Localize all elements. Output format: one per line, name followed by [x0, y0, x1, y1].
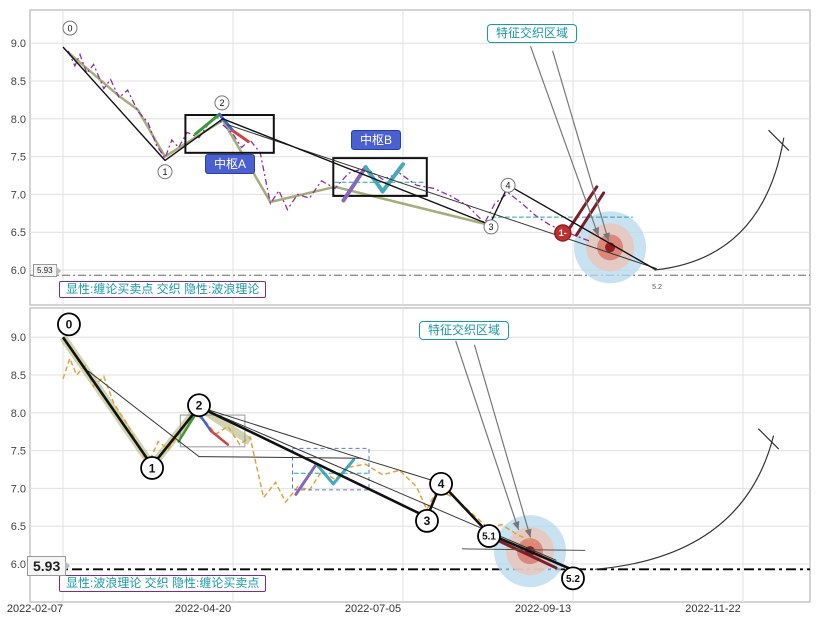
svg-text:4: 4 [438, 477, 445, 491]
pivot-a-label: 中枢A [205, 154, 256, 174]
y-tick-label: 6.5 [11, 227, 26, 239]
projection-curve-tick [768, 129, 790, 151]
y-tick-label: 7.5 [11, 446, 26, 458]
y-tick-label: 7.0 [11, 189, 26, 201]
svg-text:1-: 1- [559, 228, 567, 238]
ref-level-tag-bottom: 5.93 [27, 556, 67, 576]
projection-curve-tick [757, 428, 780, 450]
cross-region-label-top: 特征交织区域 [487, 24, 578, 43]
y-tick-label: 7.5 [11, 152, 26, 164]
svg-text:1: 1 [162, 167, 167, 177]
cross-region-label-bottom: 特征交织区域 [419, 321, 510, 340]
pivot-zone-box [184, 114, 275, 154]
wave-point-4: 4 [500, 177, 516, 193]
wave-band [67, 51, 489, 226]
ref-level-tag-top: 5.93 [33, 264, 57, 277]
svg-text:3: 3 [489, 222, 494, 232]
annotation-arrowhead [592, 226, 600, 236]
projection-curve [595, 435, 775, 570]
annotation-arrow [529, 46, 600, 237]
svg-text:5.1: 5.1 [482, 532, 496, 543]
y-tick-label: 8.5 [11, 76, 26, 88]
legend-top: 显性:缠论买卖点 交织 隐性:波浪理论 [59, 281, 267, 298]
top-chart-panel: 9.0 8.5 8.0 7.5 7.0 6.5 6.0 0 1 2 3 4 5.2 1- [11, 9, 811, 306]
x-axis-label: 2022-04-20 [174, 603, 232, 615]
wave-point-1: 1 [140, 456, 164, 480]
annotation-arrow [455, 340, 520, 531]
annotation-segment [380, 162, 405, 194]
y-tick-label: 6.0 [11, 265, 26, 277]
x-axis-label: 2022-07-05 [344, 603, 402, 615]
pivot-b-label: 中枢B [351, 130, 402, 150]
x-axis-label: 2022-09-13 [514, 603, 572, 615]
wave-point-3: 3 [483, 219, 499, 235]
y-tick-label: 6.0 [11, 559, 26, 571]
annotation-segment [495, 538, 558, 570]
annotation-segment [231, 129, 250, 143]
legend-bottom: 显性:波浪理论 交织 隐性:缠论买卖点 [59, 575, 267, 592]
wave-point-5.2: 5.2 [652, 284, 662, 291]
annotation-arrowhead [512, 521, 520, 530]
svg-text:2: 2 [219, 98, 224, 108]
annotation-segment [217, 112, 235, 133]
annotation-arrowhead [602, 232, 610, 242]
price-line [67, 50, 591, 242]
wave-point-5.1: 5.1 [477, 524, 501, 548]
annotation-segment [566, 185, 599, 233]
annotation-segment [331, 458, 356, 486]
annotation-segment [314, 462, 335, 486]
x-axis-label: 2022-02-07 [6, 603, 64, 615]
svg-text:5.2: 5.2 [566, 574, 580, 585]
sell-point-badge: 1- [554, 224, 572, 242]
svg-text:0: 0 [67, 23, 72, 33]
bottom-chart-panel: 9.0 8.5 8.0 7.5 7.0 6.5 6.0 0 1 2 3 4 5.1 5.2 [11, 307, 811, 603]
annotation-segment [88, 370, 200, 458]
y-tick-label: 7.0 [11, 483, 26, 495]
wave-point-0: 0 [62, 20, 78, 36]
svg-text:5.2: 5.2 [652, 284, 662, 291]
y-tick-label: 8.0 [11, 408, 26, 420]
annotation-segment [198, 456, 361, 459]
annotation-segment [341, 165, 368, 203]
pivot-zone-box [332, 157, 428, 197]
y-tick-label: 9.0 [11, 332, 26, 344]
annotation-segment [198, 406, 361, 459]
y-tick-label: 6.5 [11, 521, 26, 533]
y-tick-label: 8.5 [11, 370, 26, 382]
wave-point-0: 0 [57, 312, 81, 337]
svg-text:3: 3 [424, 514, 431, 528]
svg-text:0: 0 [66, 318, 73, 332]
wave-point-4: 4 [429, 471, 453, 496]
y-tick-label: 9.0 [11, 38, 26, 50]
svg-text:4: 4 [506, 181, 511, 191]
wave-point-2: 2 [214, 95, 230, 111]
wave-point-3: 3 [415, 509, 439, 533]
annotation-arrow [552, 50, 610, 242]
annotation-segment [194, 112, 221, 136]
price-line [62, 356, 536, 544]
wave-point-1: 1 [157, 164, 173, 180]
annotation-arrowhead [524, 528, 532, 538]
annotation-segment [209, 429, 230, 446]
svg-text:2: 2 [196, 399, 203, 413]
y-tick-label: 8.0 [11, 114, 26, 126]
annotation-segment [177, 410, 199, 443]
annotation-segment [360, 457, 442, 484]
wave-point-2: 2 [187, 393, 211, 418]
annotation-segment [294, 462, 318, 496]
projection-curve [654, 137, 785, 271]
main-wave-line [62, 46, 657, 271]
annotation-segment [574, 191, 606, 237]
annotation-arrow [473, 344, 532, 538]
x-axis-label: 2022-11-22 [685, 603, 741, 615]
wave-point-5.2: 5.2 [561, 566, 585, 591]
svg-text:1: 1 [149, 461, 156, 475]
